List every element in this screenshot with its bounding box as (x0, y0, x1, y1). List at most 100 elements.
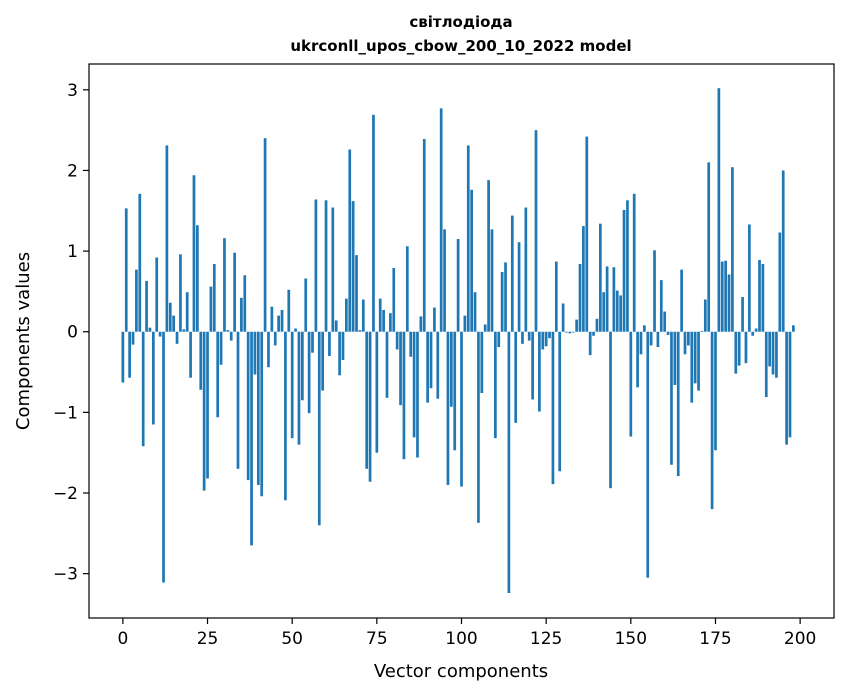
bar (758, 259, 761, 332)
bar (649, 331, 653, 346)
bar (433, 307, 436, 332)
bar (128, 331, 131, 378)
bar (246, 331, 250, 481)
bar (761, 263, 765, 332)
x-axis-label: Vector components (374, 661, 548, 682)
bar (771, 331, 775, 375)
bar (754, 328, 758, 332)
bar (558, 331, 562, 472)
bar (744, 331, 748, 364)
bar (510, 215, 514, 332)
bar (483, 324, 487, 332)
bar (687, 331, 690, 346)
bar (571, 331, 575, 333)
bar (304, 278, 308, 332)
chart-subtitle: ukrconll_upos_cbow_200_10_2022 model (290, 37, 631, 55)
bar (324, 200, 328, 332)
bar (253, 331, 257, 375)
bar (436, 331, 440, 399)
bar (168, 302, 172, 332)
y-tick-label: 0 (67, 323, 78, 343)
bar (527, 331, 531, 341)
bar (700, 330, 704, 332)
bar (724, 260, 727, 332)
bar (764, 331, 768, 398)
bar (622, 209, 626, 332)
bar (314, 199, 318, 332)
bar (585, 136, 589, 332)
x-tick-label: 25 (197, 629, 219, 649)
bar (731, 167, 734, 332)
plot-frame (88, 63, 835, 619)
bar (179, 254, 182, 332)
bar (331, 207, 335, 332)
bar (260, 331, 264, 497)
bar (575, 319, 578, 332)
bar (372, 114, 375, 332)
bar (216, 331, 220, 418)
bar (124, 208, 128, 332)
bar (175, 331, 179, 344)
bar (609, 331, 612, 489)
bar (636, 331, 639, 388)
x-tick-label: 0 (117, 629, 128, 649)
bar (297, 331, 301, 445)
y-axis-ticks: 3 2 1 0 −1 −2 −3 (53, 81, 89, 585)
bar (158, 331, 162, 337)
bar (632, 193, 636, 332)
bar (317, 331, 321, 526)
bar (212, 263, 216, 332)
bar (463, 315, 467, 332)
bar (578, 263, 582, 332)
bar (568, 331, 572, 334)
bar (389, 313, 392, 332)
bar (172, 315, 176, 332)
bar (402, 331, 406, 460)
bar (284, 331, 287, 501)
x-tick-label: 200 (784, 629, 816, 649)
bar (446, 331, 450, 485)
bar (280, 309, 284, 332)
bar (358, 330, 362, 332)
bar (615, 290, 619, 332)
bar (598, 223, 602, 332)
bar (361, 299, 365, 332)
bar (670, 331, 673, 465)
bar (226, 330, 230, 332)
x-tick-label: 150 (615, 629, 647, 649)
bar (646, 331, 650, 578)
bar (121, 331, 125, 383)
bar (290, 331, 294, 439)
bar (392, 268, 396, 332)
bar (480, 331, 484, 394)
bar (229, 331, 233, 341)
bar (426, 331, 429, 403)
bar (619, 295, 623, 332)
bar (778, 232, 782, 332)
bar (189, 331, 192, 378)
bar (439, 108, 443, 332)
bar (182, 329, 186, 332)
bar (727, 274, 731, 332)
bar (375, 331, 379, 453)
bar (395, 331, 399, 350)
y-axis-label: Components values (13, 252, 34, 430)
bar (521, 331, 524, 344)
bar (209, 286, 213, 332)
bar (449, 331, 453, 407)
bar (477, 331, 480, 523)
bar (487, 180, 490, 332)
x-tick-label: 125 (530, 629, 562, 649)
bar (199, 331, 203, 390)
bar (534, 130, 538, 332)
bar (639, 331, 643, 355)
bar (514, 331, 518, 423)
bar (605, 266, 609, 332)
bar (788, 331, 792, 438)
bar (538, 331, 541, 412)
bar (456, 238, 460, 332)
bar (196, 225, 199, 332)
bar (236, 331, 240, 469)
bar (500, 272, 504, 332)
bar (507, 331, 511, 594)
